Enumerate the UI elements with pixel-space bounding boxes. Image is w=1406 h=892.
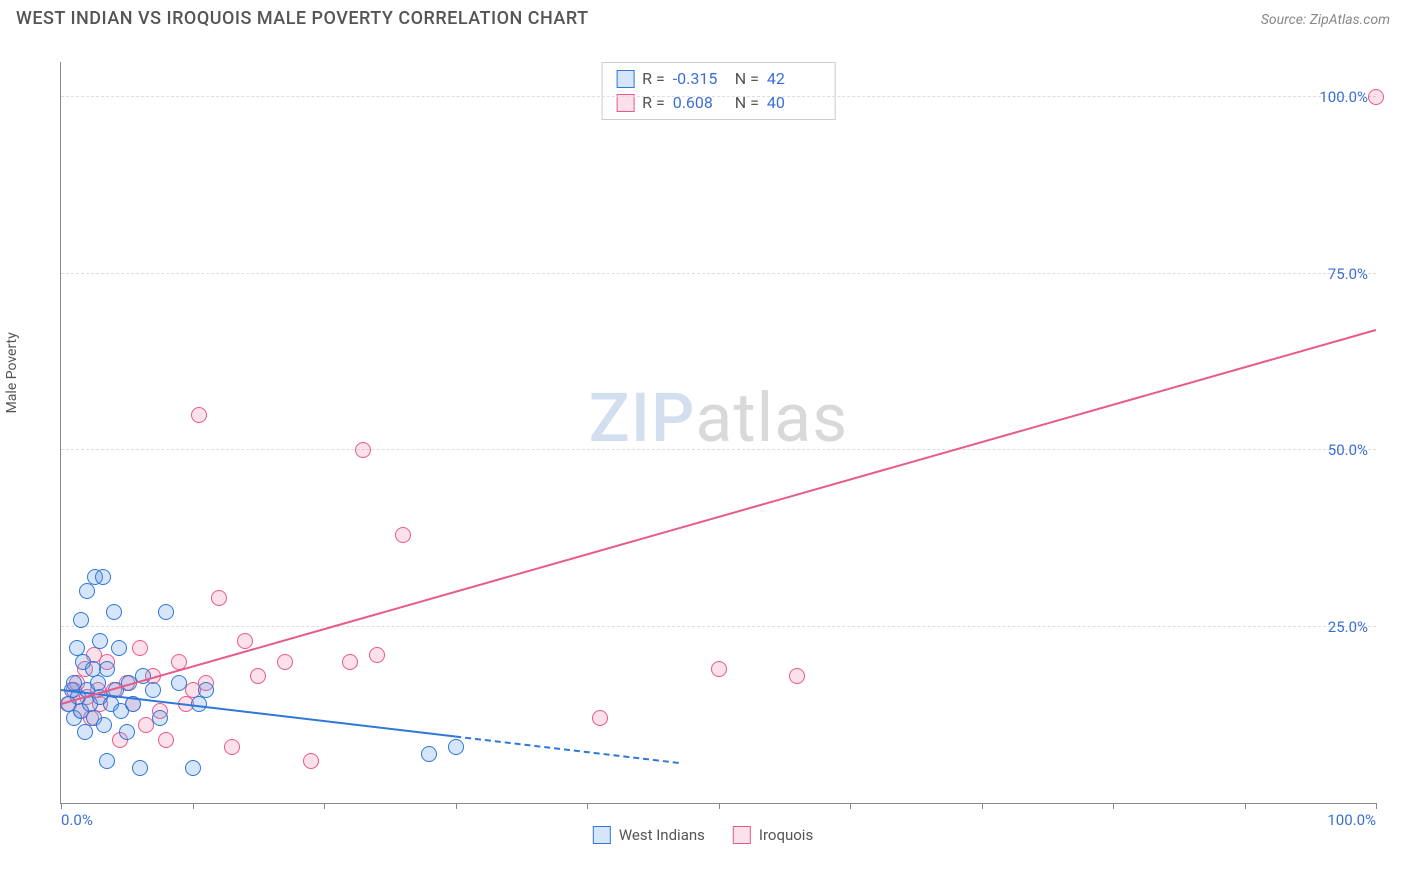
y-tick-label: 25.0% <box>1328 618 1368 636</box>
stats-legend-row: R = -0.315 N = 42 <box>616 67 821 91</box>
n-label: N = <box>735 91 759 115</box>
data-point <box>237 633 253 649</box>
data-point <box>421 746 437 762</box>
trend-line <box>61 690 1376 845</box>
data-point <box>395 527 411 543</box>
data-point <box>99 753 115 769</box>
chart-title: WEST INDIAN VS IROQUOIS MALE POVERTY COR… <box>16 8 589 29</box>
r-label: R = <box>642 91 665 115</box>
data-point <box>96 717 112 733</box>
data-point <box>77 724 93 740</box>
data-point <box>111 640 127 656</box>
data-point <box>592 710 608 726</box>
x-tick <box>587 803 588 809</box>
data-point <box>119 724 135 740</box>
r-value: 0.608 <box>673 91 727 115</box>
y-tick-label: 100.0% <box>1319 88 1368 106</box>
x-tick <box>456 803 457 809</box>
x-tick <box>324 803 325 809</box>
watermark-zip: ZIP <box>589 378 696 458</box>
legend-item: West Indians <box>593 826 705 844</box>
x-tick-label: 0.0% <box>61 811 93 829</box>
x-tick <box>193 803 194 809</box>
x-tick <box>61 803 62 809</box>
legend-label: West Indians <box>619 826 705 844</box>
data-point <box>711 661 727 677</box>
gridline <box>61 96 1376 97</box>
x-tick <box>982 803 983 809</box>
data-point <box>145 682 161 698</box>
data-point <box>342 654 358 670</box>
data-point <box>106 604 122 620</box>
x-tick-label: 100.0% <box>1327 811 1376 829</box>
x-tick <box>1376 803 1377 809</box>
r-value: -0.315 <box>673 67 727 91</box>
data-point <box>95 569 111 585</box>
data-point <box>211 590 227 606</box>
data-point <box>1368 89 1384 105</box>
stats-legend-row: R = 0.608 N = 40 <box>616 91 821 115</box>
x-tick <box>1245 803 1246 809</box>
x-tick <box>850 803 851 809</box>
stats-legend: R = -0.315 N = 42 R = 0.608 N = 40 <box>601 62 836 120</box>
r-label: R = <box>642 67 665 91</box>
legend-swatch <box>616 70 634 88</box>
n-value: 40 <box>767 91 821 115</box>
y-tick-label: 50.0% <box>1328 441 1368 459</box>
data-point <box>277 654 293 670</box>
source-label: Source: ZipAtlas.com <box>1261 12 1390 28</box>
n-label: N = <box>735 67 759 91</box>
x-tick <box>1113 803 1114 809</box>
y-tick-label: 75.0% <box>1328 265 1368 283</box>
data-point <box>224 739 240 755</box>
data-point <box>158 604 174 620</box>
y-axis-label: Male Poverty <box>4 332 20 413</box>
legend-swatch <box>733 826 751 844</box>
data-point <box>73 612 89 628</box>
data-point <box>171 675 187 691</box>
trend-line <box>61 330 1376 704</box>
data-point <box>92 633 108 649</box>
data-point <box>789 668 805 684</box>
data-point <box>152 710 168 726</box>
data-point <box>303 753 319 769</box>
data-point <box>132 640 148 656</box>
series-legend: West Indians Iroquois <box>593 826 813 844</box>
data-point <box>185 760 201 776</box>
data-point <box>369 647 385 663</box>
watermark-atlas: atlas <box>695 378 848 458</box>
data-point <box>79 583 95 599</box>
data-point <box>355 442 371 458</box>
plot-area: ZIPatlas R = -0.315 N = 42 R = 0.608 N = 40 25.… <box>60 62 1376 804</box>
x-tick <box>719 803 720 809</box>
chart-container: Male Poverty ZIPatlas R =-0.315N =42R =0… <box>16 40 1390 852</box>
data-point <box>132 760 148 776</box>
watermark: ZIPatlas <box>589 378 849 458</box>
legend-label: Iroquois <box>759 826 813 844</box>
legend-item: Iroquois <box>733 826 813 844</box>
legend-swatch <box>593 826 611 844</box>
gridline <box>61 273 1376 274</box>
gridline <box>61 626 1376 627</box>
data-point <box>158 732 174 748</box>
data-point <box>191 407 207 423</box>
n-value: 42 <box>767 67 821 91</box>
data-point <box>250 668 266 684</box>
data-point <box>99 661 115 677</box>
data-point <box>448 739 464 755</box>
data-point <box>198 682 214 698</box>
gridline <box>61 449 1376 450</box>
